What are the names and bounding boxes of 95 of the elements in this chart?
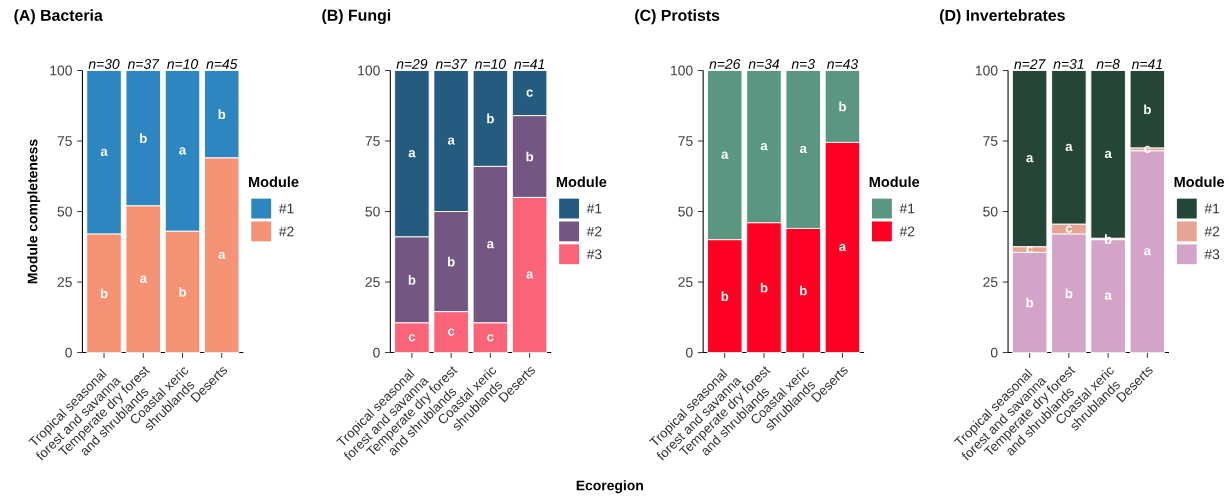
annotation: n=41 — [1131, 59, 1162, 70]
data-label: c — [1065, 225, 1073, 234]
y-tick-label: 75 — [678, 136, 693, 147]
legend-title: Module — [556, 176, 607, 188]
annotation: n=27 — [1014, 59, 1046, 70]
text: #1 — [1204, 204, 1220, 214]
text: #2 — [278, 226, 294, 237]
data-label: b — [179, 287, 187, 297]
data-label: c — [487, 334, 494, 342]
legend-title: Module — [1174, 176, 1225, 188]
data-label: b — [100, 288, 108, 299]
data-label: a — [799, 146, 807, 154]
annotation: n=41 — [514, 59, 545, 70]
annotation: n=37 — [435, 59, 468, 70]
y-tick-label: 75 — [365, 136, 380, 147]
data-label: b — [800, 285, 807, 296]
legend-title: Module — [869, 176, 920, 188]
annotation: n=3 — [791, 59, 815, 70]
annotation: n=30 — [88, 59, 120, 70]
legend-label: #1 — [899, 204, 915, 214]
legend-label: #2 — [1204, 226, 1220, 237]
data-label: a — [139, 275, 148, 284]
y-tick-label: 0 — [65, 347, 72, 358]
annotation: n=45 — [206, 59, 238, 70]
y-tick-label: 0 — [990, 347, 998, 358]
data-label: c — [1026, 246, 1033, 254]
data-label: b — [218, 109, 226, 120]
data-label: b — [487, 113, 494, 124]
legend-label: #1 — [278, 204, 294, 214]
data-label: a — [839, 244, 847, 252]
y-tick-label: 100 — [671, 65, 693, 76]
data-label: b — [1065, 288, 1073, 299]
data-label: b — [526, 151, 534, 162]
annotation: n=31 — [1053, 59, 1084, 70]
data-label: a — [179, 147, 187, 155]
y-tick-label: 25 — [678, 277, 693, 288]
y-tick-label: 50 — [57, 206, 72, 217]
y-axis-title: Module completeness — [27, 139, 41, 284]
y-tick-label: 75 — [983, 136, 998, 147]
data-label: a — [218, 251, 226, 260]
data-label: b — [1026, 297, 1034, 308]
y-tick-label: 25 — [57, 277, 72, 288]
legend-label: #2 — [586, 226, 602, 237]
annotation: n=37 — [127, 59, 160, 70]
text: #2 — [899, 226, 915, 237]
y-tick-label: 50 — [983, 206, 998, 217]
text: #1 — [586, 204, 602, 214]
data-label: a — [1104, 151, 1112, 159]
data-label: b — [408, 275, 416, 286]
bar — [1011, 70, 1048, 248]
data-label: b — [839, 101, 846, 112]
data-label: a — [1144, 248, 1152, 256]
data-label: a — [526, 271, 534, 279]
chart-title: (A) Bacteria — [14, 9, 103, 25]
y-tick-label: 25 — [983, 277, 998, 288]
data-label: a — [408, 150, 416, 158]
chart-title: (D) Invertebrates — [940, 9, 1065, 25]
data-label: a — [487, 241, 495, 249]
legend-label: #3 — [586, 249, 602, 260]
legend-title: Module — [248, 176, 299, 188]
data-label: a — [1065, 143, 1073, 152]
y-tick-label: 100 — [50, 65, 72, 76]
data-label: a — [100, 148, 108, 157]
text: Ecoregion — [576, 480, 643, 494]
y-tick-label: 50 — [678, 206, 693, 217]
y-tick-label: 0 — [685, 347, 693, 358]
y-tick-label: 50 — [365, 206, 380, 217]
data-label: b — [140, 133, 147, 144]
data-label: a — [1104, 292, 1112, 300]
annotation: n=10 — [167, 59, 199, 70]
y-tick-label: 25 — [365, 277, 380, 288]
data-label: a — [447, 137, 455, 145]
data-label: a — [1026, 155, 1034, 163]
data-label: c — [408, 334, 416, 342]
data-label: c — [447, 328, 455, 336]
data-label: c — [526, 89, 533, 97]
annotation: n=8 — [1096, 59, 1120, 70]
data-label: b — [721, 291, 729, 302]
data-label: b — [760, 283, 768, 293]
y-tick-label: 75 — [57, 136, 72, 147]
y-tick-label: 0 — [373, 347, 380, 358]
annotation: n=10 — [474, 59, 506, 70]
annotation: n=26 — [709, 59, 741, 70]
data-label: b — [447, 256, 455, 267]
chart-title: (B) Fungi — [322, 9, 391, 25]
data-label: a — [721, 151, 729, 159]
annotation: n=29 — [396, 59, 428, 70]
data-label: a — [760, 143, 768, 151]
annotation: n=43 — [827, 59, 858, 70]
chart-title: (C) Protists — [635, 9, 720, 25]
annotation: n=34 — [748, 59, 780, 70]
data-label: b — [1144, 104, 1151, 115]
y-tick-label: 100 — [975, 65, 998, 76]
legend-label: #3 — [1204, 249, 1220, 260]
y-tick-label: 100 — [358, 65, 380, 76]
